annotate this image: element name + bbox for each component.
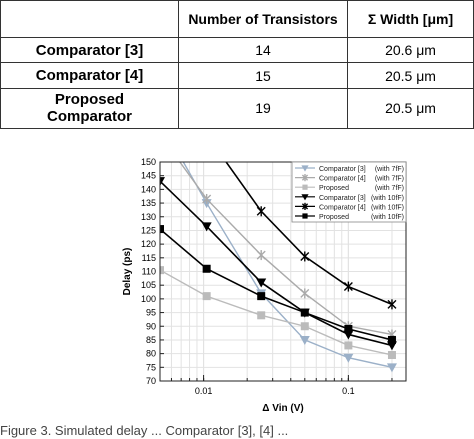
figure-caption: Figure 3. Simulated delay ... Comparator… <box>0 423 289 438</box>
y-tick-label: 130 <box>141 212 156 222</box>
legend-series-name: Proposed <box>319 185 349 192</box>
data-point <box>300 251 310 262</box>
row-name: Comparator [3] <box>0 37 179 64</box>
y-tick-label: 150 <box>141 157 156 167</box>
table-row: Comparator [3] 14 20.6 μm <box>0 37 474 64</box>
y-tick-label: 75 <box>146 362 156 372</box>
legend-series-name: Comparator [3] <box>319 195 366 202</box>
data-point <box>301 174 309 182</box>
legend-series-cap: (with 10fF) <box>371 195 404 202</box>
comparison-table: Number of Transistors Σ Width [μm] Compa… <box>0 0 474 130</box>
data-point <box>160 266 164 275</box>
delay-chart: 70 75 80 85 90 95 100 105 110 115 120 125 130 135 140 1… <box>122 157 407 414</box>
row-name: Comparator [4] <box>0 62 179 89</box>
data-point <box>386 363 397 373</box>
data-point <box>256 278 267 288</box>
y-tick-label: 120 <box>141 239 156 249</box>
row-width: 20.5 μm <box>347 62 474 89</box>
data-point <box>387 350 396 359</box>
y-tick-label: 115 <box>142 253 156 263</box>
x-tick-label: 0.1 <box>342 386 355 396</box>
data-point <box>387 335 396 344</box>
row-name-text: Proposed Comparator <box>46 91 132 126</box>
data-point <box>257 311 266 320</box>
legend-box <box>291 161 407 223</box>
chart-series <box>160 162 397 373</box>
legend-series-cap: (with 10fF) <box>371 214 404 221</box>
series-line <box>160 269 393 356</box>
data-point <box>301 194 309 201</box>
data-point <box>202 292 211 301</box>
y-tick-label: 135 <box>141 198 156 208</box>
data-point <box>302 184 308 190</box>
data-point <box>301 165 309 172</box>
table-header-row: Number of Transistors Σ Width [μm] <box>0 0 474 39</box>
row-name: Proposed Comparator <box>0 87 179 130</box>
y-tick-label: 100 <box>141 294 156 304</box>
legend-series-cap: (with 7fF) <box>375 185 404 192</box>
data-point <box>202 193 212 204</box>
row-transistors: 19 <box>178 87 348 130</box>
legend-series-name: Comparator [4] <box>319 204 366 211</box>
row-width: 20.5 μm <box>347 87 474 130</box>
y-tick-label: 90 <box>146 321 156 331</box>
data-point <box>160 225 164 234</box>
y-tick-label: 105 <box>141 280 156 290</box>
data-point <box>257 292 266 301</box>
y-tick-label: 140 <box>141 184 156 194</box>
y-tick-label: 70 <box>146 376 156 386</box>
legend-series-cap: (with 7fF) <box>375 176 404 183</box>
data-point <box>344 324 353 333</box>
legend-series-name: Comparator [4] <box>319 176 366 183</box>
y-tick-label: 145 <box>141 171 156 181</box>
header-width: Σ Width [μm] <box>347 0 474 39</box>
legend-series-name: Proposed <box>319 214 349 221</box>
series-line <box>160 180 393 347</box>
table-row: Proposed Comparator 19 20.5 μm <box>0 87 474 130</box>
chart-legend: Comparator [3] (with 7fF) Comparator [4] (w… <box>291 161 407 223</box>
series-line <box>178 162 393 336</box>
y-tick-label: 85 <box>146 335 156 345</box>
row-width: 20.6 μm <box>347 37 474 64</box>
data-point <box>343 281 353 292</box>
header-transistors: Number of Transistors <box>178 0 348 39</box>
data-point <box>201 222 212 232</box>
row-transistors: 14 <box>178 37 348 64</box>
y-tick-label: 110 <box>142 267 156 277</box>
y-axis-label: Delay (ps) <box>122 248 133 296</box>
data-point <box>202 264 211 273</box>
chart-ticks: 70 75 80 85 90 95 100 105 110 115 120 125 130 135 140 1… <box>141 157 393 396</box>
legend-series-cap: (with 7fF) <box>375 166 404 173</box>
row-transistors: 15 <box>178 62 348 89</box>
data-point <box>300 322 309 331</box>
plot-frame <box>159 161 407 382</box>
data-point <box>343 353 354 363</box>
y-tick-label: 125 <box>141 225 156 235</box>
data-point <box>256 250 266 261</box>
y-tick-label: 95 <box>146 308 156 318</box>
header-blank <box>0 0 179 39</box>
data-point <box>299 335 310 345</box>
series-line <box>160 228 393 341</box>
legend-series-name: Comparator [3] <box>319 166 366 173</box>
data-point <box>344 341 353 350</box>
data-point <box>302 213 308 219</box>
x-axis-label: Δ Vin (V) <box>262 403 303 414</box>
data-point <box>256 206 266 217</box>
data-point <box>301 202 309 210</box>
data-point <box>300 308 309 317</box>
data-point <box>300 288 310 299</box>
legend-series-cap: (with 10fF) <box>371 204 404 211</box>
data-point <box>387 299 397 310</box>
table-row: Comparator [4] 15 20.5 μm <box>0 62 474 89</box>
x-tick-label: 0.01 <box>195 386 213 396</box>
y-tick-label: 80 <box>146 349 156 359</box>
